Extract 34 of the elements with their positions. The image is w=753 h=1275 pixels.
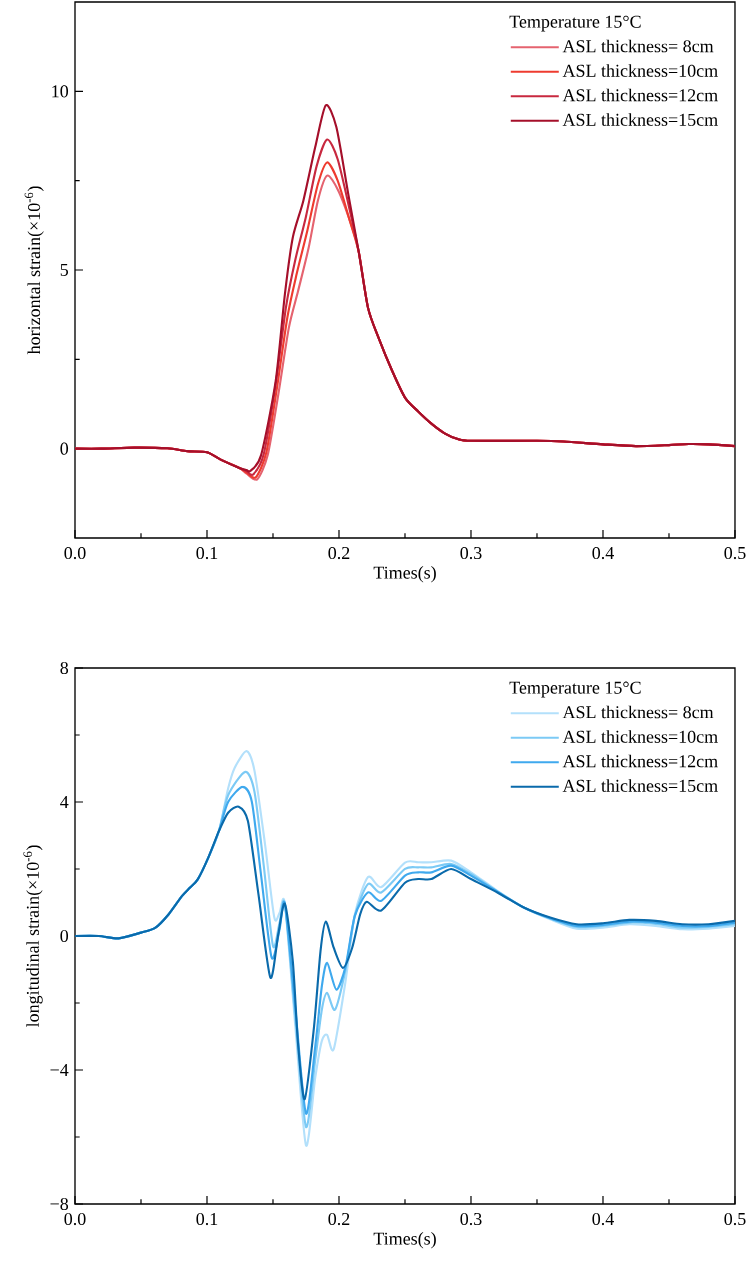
y-tick-label: −8 (50, 1197, 69, 1211)
x-tick-label: 0.2 (328, 1212, 350, 1226)
y-tick-label: 5 (60, 264, 69, 276)
legend-label: ASL thickness=10cm (562, 64, 718, 77)
y-tick-label: 0 (60, 929, 69, 943)
x-tick-label: 0.0 (64, 546, 86, 560)
x-tick-label: 0.1 (196, 546, 218, 560)
legend-label: ASL thickness=10cm (562, 730, 718, 743)
x-tick-label: 0.1 (196, 1212, 218, 1226)
y-axis-title: horizontal strain(×10$^{-6}$) (24, 186, 44, 355)
y-tick-label: 4 (60, 796, 69, 808)
y-tick-label: 10 (52, 85, 69, 98)
legend-label: ASL thickness= 8cm (562, 705, 714, 719)
x-axis-title: Times(s) (373, 1232, 436, 1249)
legend-label: ASL thickness=12cm (562, 88, 718, 102)
x-tick-label: 0.5 (724, 546, 746, 560)
legend-label: ASL thickness=15cm (562, 113, 718, 126)
x-tick-label: 0.3 (460, 546, 482, 560)
x-tick-label: 0.5 (724, 1212, 746, 1226)
x-tick-label: 0.4 (592, 546, 614, 560)
x-tick-label: 0.2 (328, 546, 350, 560)
y-tick-label: −4 (50, 1064, 69, 1076)
x-tick-label: 0.3 (460, 1212, 482, 1226)
legend-label: ASL thickness=12cm (562, 754, 718, 768)
legend-title: Temperature 15°C (509, 15, 641, 32)
x-axis-title: Times(s) (373, 566, 436, 583)
legend-label: ASL thickness= 8cm (562, 39, 714, 53)
legend-label: ASL thickness=15cm (562, 779, 718, 792)
y-tick-label: 8 (60, 661, 69, 675)
legend-title: Temperature 15°C (509, 681, 641, 698)
y-axis-title: longitudinal strain(×10$^{-6}$) (23, 845, 43, 1028)
x-tick-label: 0.4 (592, 1212, 614, 1226)
y-tick-label: 0 (60, 442, 69, 455)
x-tick-label: 0.0 (64, 1212, 86, 1226)
